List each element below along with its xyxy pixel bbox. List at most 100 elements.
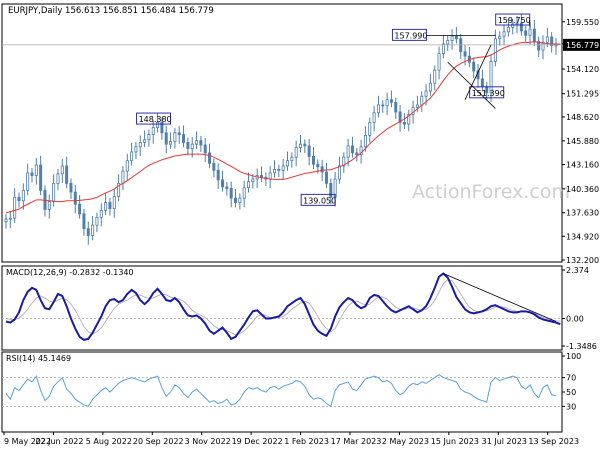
candle-body [546,37,548,42]
candle-body [507,27,509,31]
candle-body [291,157,293,160]
candle-body [61,166,63,174]
candle-body [269,173,271,179]
candle-body [174,133,176,142]
macd-tick-label: 0.00 [566,314,584,323]
rsi-panel-frame [2,352,562,432]
watermark: ActionForex.com [412,181,570,203]
candle-body [451,36,453,40]
candle-body [31,173,33,176]
rsi-tick-label: 30 [566,402,576,411]
candle-body [525,31,527,35]
macd-tick-label: 2.374 [566,266,589,275]
candle-body [330,183,332,197]
candle-body [239,198,241,202]
candle-body [187,142,189,148]
annotation-label: 148.380 [139,115,172,124]
candle-body [369,122,371,135]
candle-body [438,54,440,71]
candle-body [14,197,16,218]
x-tick-label: 1 Feb 2023 [284,437,329,446]
candle-body [278,169,280,170]
candle-body [373,113,375,123]
price-tick-label: 148.620 [566,113,599,122]
macd-trendline [443,274,556,322]
annotation-label: 139.050 [303,196,336,205]
candle-body [395,102,397,112]
candle-body [503,32,505,36]
chart-header: EURJPY,Daily 156.613 156.851 156.484 156… [8,6,214,16]
candle-body [377,105,379,113]
candle-body [321,167,323,172]
candle-body [126,161,128,171]
rsi-tick-label: 50 [566,388,576,397]
candle-body [473,62,475,71]
candle-body [217,170,219,180]
annotation-label: 159.750 [498,16,531,25]
candle-body [66,166,68,183]
candle-body [96,217,98,225]
candle-body [481,79,483,87]
rsi-title: RSI(14) 45.1469 [6,354,71,363]
candle-body [70,183,72,192]
x-tick-label: 5 Aug 2022 [86,437,132,446]
candle-body [165,133,167,144]
candle-body [425,91,427,96]
candle-body [83,214,85,229]
x-tick-label: 20 Sep 2022 [133,437,184,446]
price-tick-label: 132.200 [566,256,599,265]
candle-body [191,144,193,148]
candle-body [100,210,102,217]
candle-body [226,187,228,189]
candle-body [130,152,132,161]
candle-body [529,29,531,35]
macd-title: MACD(12,26,9) -0.2832 -0.1340 [6,268,134,277]
price-panel-frame [2,4,562,262]
candle-body [356,153,358,155]
current-price-label: 156.779 [566,41,599,50]
candle-body [351,146,353,153]
rsi-tick-label: 70 [566,374,576,383]
candle-body [304,144,306,146]
candle-body [273,169,275,172]
candle-body [338,166,340,179]
price-tick-label: 134.920 [566,232,599,241]
candle-body [53,183,55,201]
price-tick-label: 151.295 [566,90,599,99]
x-tick-label: 3 Nov 2022 [185,437,231,446]
candle-body [464,52,466,56]
candle-body [182,135,184,143]
candle-body [308,146,310,156]
candle-body [382,105,384,106]
candle-body [169,142,171,145]
candle-body [48,202,50,210]
candle-body [9,218,11,219]
candle-body [252,179,254,182]
candle-body [403,122,405,124]
candle-body [208,153,210,163]
candle-body [421,96,423,105]
candles [5,14,557,245]
candle-body [386,100,388,106]
candle-body [113,196,115,208]
candle-body [152,128,154,135]
candle-body [221,180,223,187]
macd-panel-frame [2,266,562,350]
candle-body [230,189,232,199]
candle-body [494,39,496,62]
candle-body [295,148,297,158]
x-tick-label: 19 Dec 2022 [232,437,283,446]
candle-body [105,203,107,211]
candle-body [79,204,81,214]
price-tick-label: 145.880 [566,137,599,146]
candle-body [213,163,215,170]
candle-body [74,192,76,204]
candle-body [178,133,180,135]
candle-body [364,135,366,146]
candle-body [200,141,202,145]
candle-body [312,156,314,164]
price-tick-label: 154.120 [566,65,599,74]
candle-body [109,203,111,209]
